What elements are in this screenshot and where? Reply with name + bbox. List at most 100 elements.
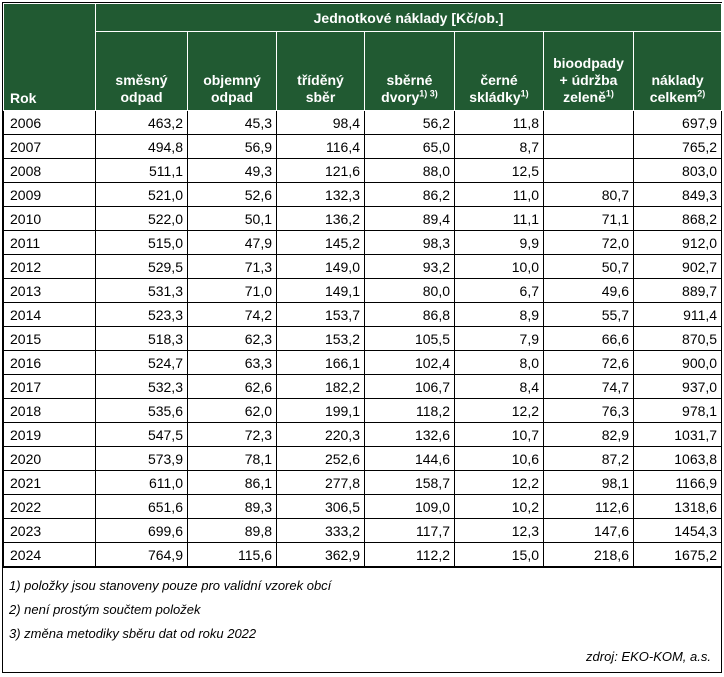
column-header-2: objemný odpad <box>187 31 277 111</box>
year-cell: 2008 <box>3 158 96 183</box>
value-cell: 86,2 <box>364 182 455 207</box>
value-cell: 699,6 <box>95 518 188 543</box>
value-cell: 220,3 <box>276 422 365 447</box>
value-cell: 10,0 <box>454 254 544 279</box>
value-cell: 63,3 <box>187 350 277 375</box>
value-cell: 764,9 <box>95 542 188 567</box>
column-header-line: dvory <box>381 89 420 105</box>
year-cell: 2015 <box>3 326 96 351</box>
year-cell: 2024 <box>3 542 96 567</box>
year-cell: 2012 <box>3 254 96 279</box>
rok-header: Rok <box>3 3 96 111</box>
value-cell: 522,0 <box>95 206 188 231</box>
value-cell: 56,2 <box>364 110 455 135</box>
column-header-6: bioodpady + údržba zeleně1) <box>543 31 634 111</box>
value-cell: 72,6 <box>543 350 634 375</box>
value-cell: 74,2 <box>187 302 277 327</box>
value-cell: 12,3 <box>454 518 544 543</box>
value-cell: 50,7 <box>543 254 634 279</box>
column-header-line: sběrné <box>386 72 433 88</box>
column-header-line: bioodpady <box>553 55 624 71</box>
group-header: Jednotkové náklady [Kč/ob.] <box>94 3 723 32</box>
value-cell: 153,2 <box>276 326 365 351</box>
table-row: 2011 515,0 47,9 145,2 98,3 9,9 72,0 912,0 <box>3 230 723 255</box>
value-cell: 912,0 <box>632 230 723 255</box>
value-cell: 80,0 <box>364 278 455 303</box>
value-cell: 86,8 <box>364 302 455 327</box>
value-cell: 71,0 <box>187 278 277 303</box>
table-row: 2016 524,7 63,3 166,1 102,4 8,0 72,6 900,0 <box>3 350 723 375</box>
value-cell: 121,6 <box>276 158 365 183</box>
value-cell: 74,7 <box>543 374 634 399</box>
value-cell: 106,7 <box>364 374 455 399</box>
value-cell: 49,6 <box>543 278 634 303</box>
value-cell: 849,3 <box>632 182 723 207</box>
value-cell: 65,0 <box>364 134 455 159</box>
value-cell: 535,6 <box>95 398 188 423</box>
value-cell <box>543 134 634 159</box>
value-cell: 45,3 <box>187 110 277 135</box>
value-cell: 112,6 <box>543 494 634 519</box>
table-row: 2019 547,5 72,3 220,3 132,6 10,7 82,9 1031,7 <box>3 422 723 447</box>
value-cell: 62,6 <box>187 374 277 399</box>
value-cell: 8,4 <box>454 374 544 399</box>
column-header-7: náklady celkem2) <box>632 31 723 111</box>
value-cell: 56,9 <box>187 134 277 159</box>
value-cell: 147,6 <box>543 518 634 543</box>
value-cell: 102,4 <box>364 350 455 375</box>
value-cell: 82,9 <box>543 422 634 447</box>
value-cell: 521,0 <box>95 182 188 207</box>
year-cell: 2023 <box>3 518 96 543</box>
table-row: 2015 518,3 62,3 153,2 105,5 7,9 66,6 870,5 <box>3 326 723 351</box>
value-cell: 118,2 <box>364 398 455 423</box>
value-cell <box>543 158 634 183</box>
value-cell: 1318,6 <box>632 494 723 519</box>
column-header-3: tříděný sběr <box>276 31 365 111</box>
table-body: 2006 463,2 45,3 98,4 56,2 11,8 697,9 2007 494,8 5… <box>3 110 723 567</box>
footnote-marker: 2) <box>697 88 706 99</box>
value-cell: 1454,3 <box>632 518 723 543</box>
value-cell: 72,3 <box>187 422 277 447</box>
value-cell: 89,3 <box>187 494 277 519</box>
value-cell: 697,9 <box>632 110 723 135</box>
value-cell: 166,1 <box>276 350 365 375</box>
value-cell: 889,7 <box>632 278 723 303</box>
value-cell: 306,5 <box>276 494 365 519</box>
value-cell <box>543 110 634 135</box>
value-cell: 86,1 <box>187 470 277 495</box>
value-cell: 531,3 <box>95 278 188 303</box>
value-cell: 80,7 <box>543 182 634 207</box>
column-header-line: zeleně <box>563 89 606 105</box>
footnote-1: 1) položky jsou stanoveny pouze pro vali… <box>9 578 332 593</box>
value-cell: 12,2 <box>454 398 544 423</box>
column-header-line: celkem <box>649 89 698 105</box>
value-cell: 76,3 <box>543 398 634 423</box>
value-cell: 62,3 <box>187 326 277 351</box>
table-row: 2009 521,0 52,6 132,3 86,2 11,0 80,7 849,3 <box>3 182 723 207</box>
value-cell: 6,7 <box>454 278 544 303</box>
value-cell: 153,7 <box>276 302 365 327</box>
year-cell: 2007 <box>3 134 96 159</box>
value-cell: 182,2 <box>276 374 365 399</box>
value-cell: 199,1 <box>276 398 365 423</box>
value-cell: 15,0 <box>454 542 544 567</box>
column-header-line: sběr <box>305 89 336 105</box>
value-cell: 136,2 <box>276 206 365 231</box>
value-cell: 573,9 <box>95 446 188 471</box>
value-cell: 132,6 <box>364 422 455 447</box>
value-cell: 803,0 <box>632 158 723 183</box>
value-cell: 149,1 <box>276 278 365 303</box>
column-header-line: tříděný <box>297 72 344 88</box>
year-cell: 2016 <box>3 350 96 375</box>
column-header-line: náklady <box>651 72 704 88</box>
value-cell: 10,2 <box>454 494 544 519</box>
value-cell: 88,0 <box>364 158 455 183</box>
column-header-line: odpad <box>120 89 163 105</box>
year-cell: 2021 <box>3 470 96 495</box>
value-cell: 1166,9 <box>632 470 723 495</box>
value-cell: 144,6 <box>364 446 455 471</box>
value-cell: 978,1 <box>632 398 723 423</box>
value-cell: 52,6 <box>187 182 277 207</box>
value-cell: 494,8 <box>95 134 188 159</box>
value-cell: 66,6 <box>543 326 634 351</box>
